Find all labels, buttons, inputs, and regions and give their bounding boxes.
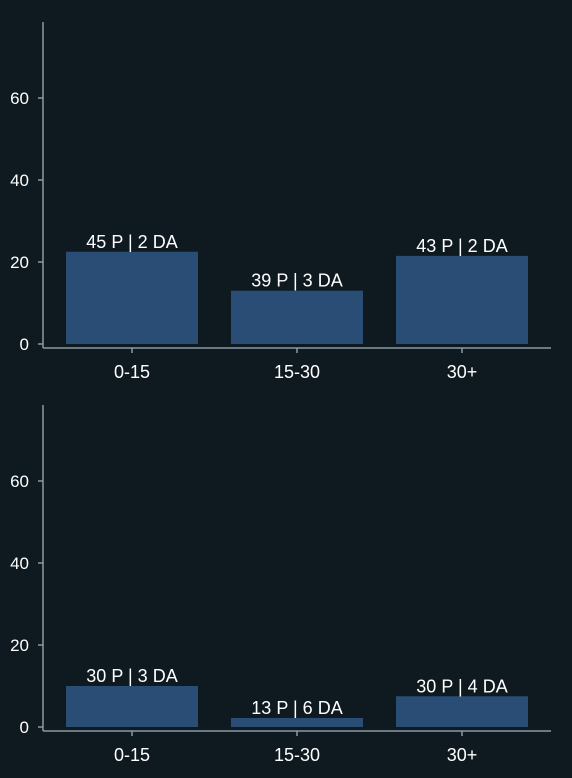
- bar-30+: [396, 696, 528, 727]
- bar-data-label: 39 P | 3 DA: [251, 271, 342, 291]
- bar-0-15: [66, 251, 198, 344]
- y-tick-label: 20: [10, 253, 29, 272]
- x-tick-label: 15-30: [274, 362, 320, 382]
- y-tick-label: 20: [10, 636, 29, 655]
- y-tick-label: 60: [10, 472, 29, 491]
- bar-data-label: 43 P | 2 DA: [416, 236, 507, 256]
- bar-15-30: [231, 717, 363, 727]
- x-tick-label: 0-15: [114, 745, 150, 765]
- bar-30+: [396, 255, 528, 344]
- x-tick-label: 0-15: [114, 362, 150, 382]
- y-tick-label: 0: [20, 335, 29, 354]
- bar-15-30: [231, 290, 363, 344]
- x-tick-label: 30+: [447, 362, 478, 382]
- bar-data-label: 30 P | 4 DA: [416, 676, 507, 696]
- bar-data-label: 45 P | 2 DA: [86, 232, 177, 252]
- y-tick-label: 40: [10, 171, 29, 190]
- bar-data-label: 13 P | 6 DA: [251, 698, 342, 718]
- y-tick-label: 60: [10, 89, 29, 108]
- y-tick-label: 0: [20, 718, 29, 737]
- bar-0-15: [66, 686, 198, 727]
- chart-panel-1: 0 20 40 60 0-15 45 P | 2 DA 15-30 39 P | 3 DA 30…: [10, 22, 551, 382]
- y-tick-label: 40: [10, 554, 29, 573]
- x-tick-label: 15-30: [274, 745, 320, 765]
- chart-panel-2: 0 20 40 60 0-15 30 P | 3 DA 15-30 13 P | 6 DA 30…: [10, 405, 551, 765]
- x-tick-label: 30+: [447, 745, 478, 765]
- bar-data-label: 30 P | 3 DA: [86, 666, 177, 686]
